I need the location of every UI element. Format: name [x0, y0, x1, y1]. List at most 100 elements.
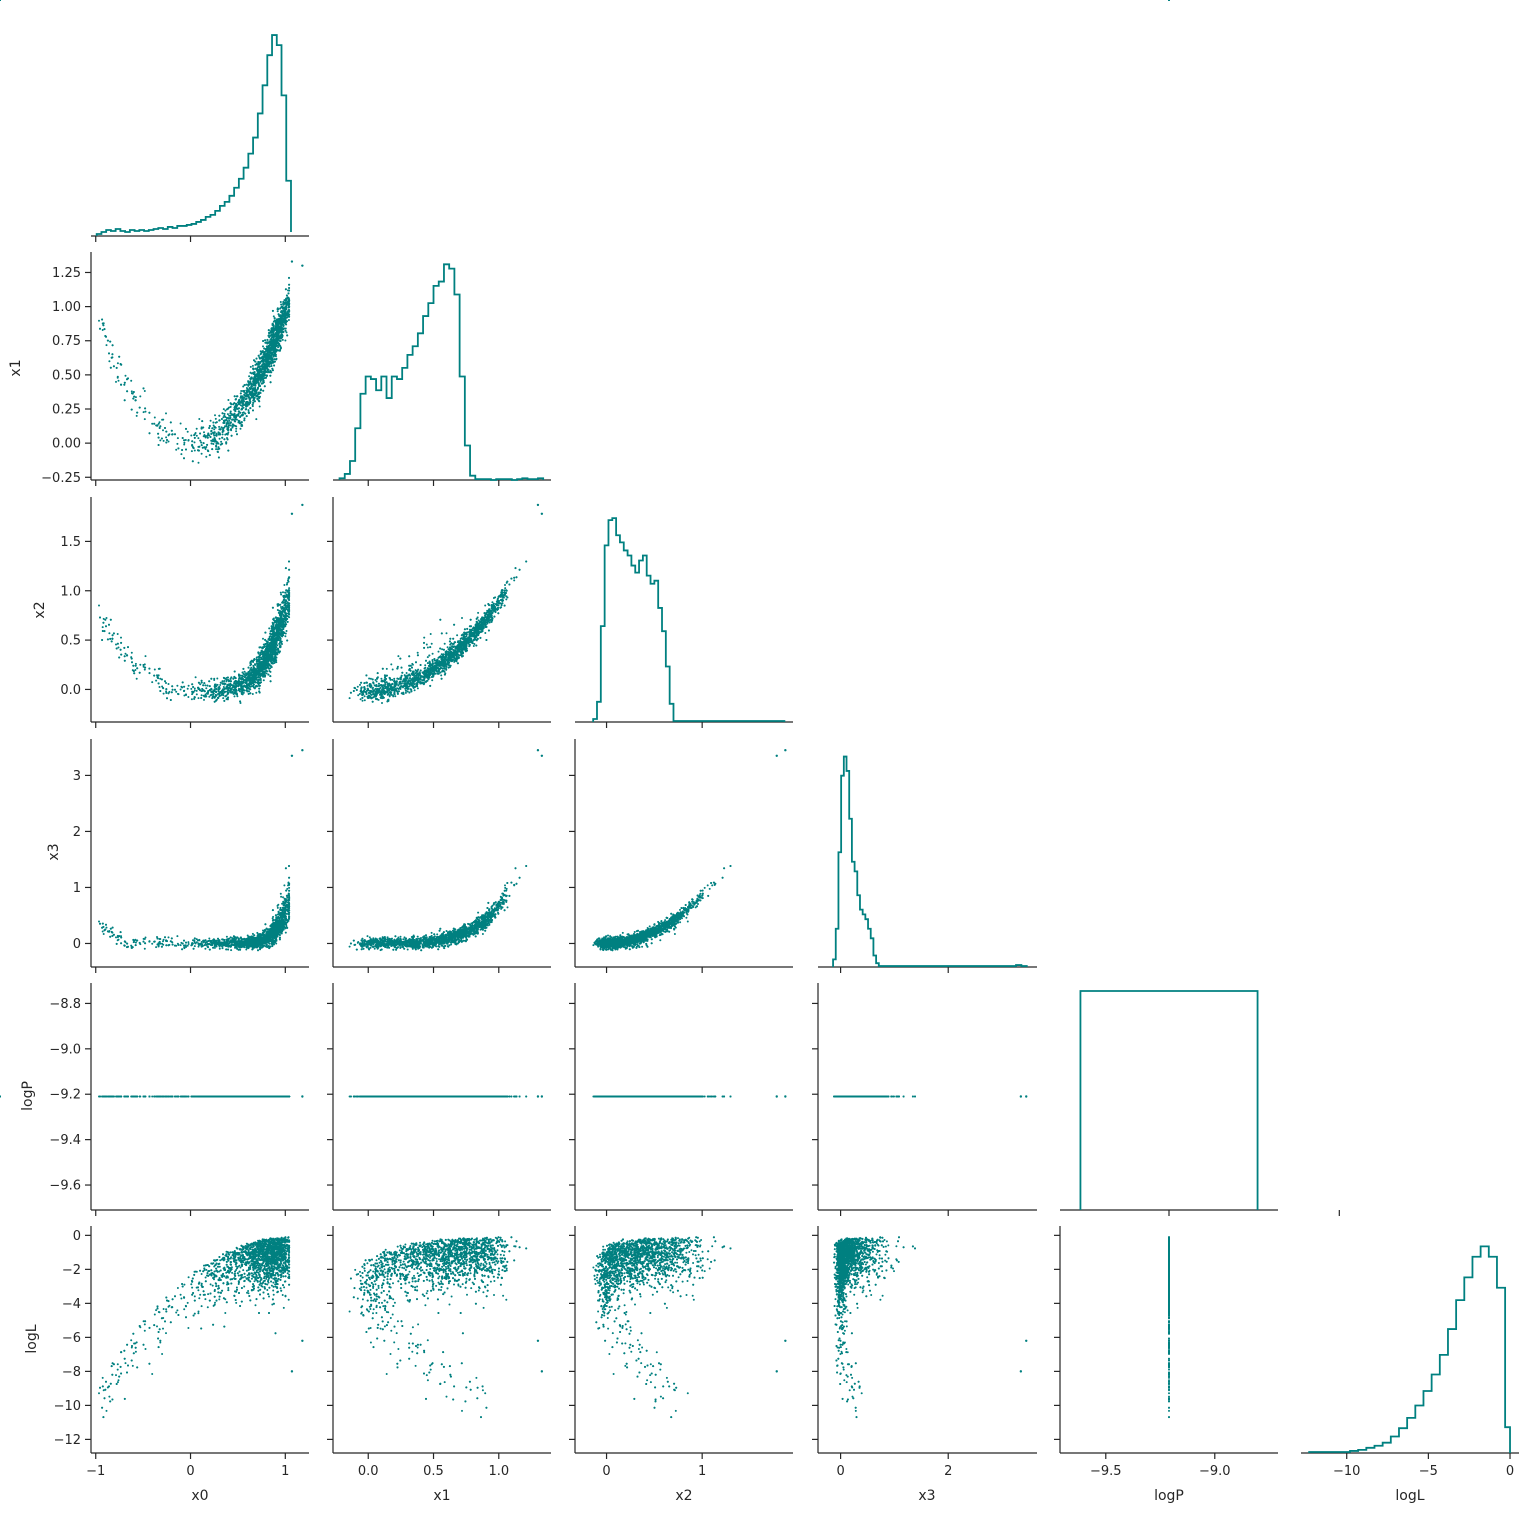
scatter-point: [282, 335, 284, 337]
scatter-point: [285, 318, 287, 320]
scatter-point: [252, 693, 254, 695]
scatter-point: [258, 400, 260, 402]
scatter-point: [265, 360, 267, 362]
scatter-point: [240, 409, 242, 411]
scatter-point: [220, 441, 222, 443]
scatter-point: [125, 653, 127, 655]
scatter-point: [227, 438, 229, 440]
scatter-point: [211, 427, 213, 429]
scatter-point: [200, 442, 202, 444]
scatter-point: [261, 383, 263, 385]
scatter-point: [168, 683, 170, 685]
scatter-point: [280, 304, 282, 306]
scatter-point: [117, 377, 119, 379]
scatter-point: [208, 696, 210, 698]
scatter-point: [187, 696, 189, 698]
scatter-point: [222, 697, 224, 699]
scatter-point: [236, 395, 238, 397]
scatter-point: [261, 351, 263, 353]
scatter-point: [133, 396, 135, 398]
scatter-point: [268, 329, 270, 331]
scatter-point: [109, 341, 111, 343]
scatter-point: [269, 375, 271, 377]
scatter-point: [274, 361, 276, 363]
scatter-point: [255, 418, 257, 420]
panel-x1-vs-x1: [333, 264, 551, 486]
scatter-point: [111, 357, 113, 359]
scatter-point: [183, 444, 185, 446]
scatter-point: [277, 320, 279, 322]
scatter-point: [270, 381, 272, 383]
scatter-point: [177, 447, 179, 449]
scatter-point: [175, 691, 177, 693]
scatter-point: [286, 316, 288, 318]
scatter-point: [230, 406, 232, 408]
scatter-point: [217, 443, 219, 445]
scatter-point: [130, 380, 132, 382]
scatter-point: [108, 360, 110, 362]
scatter-point: [243, 419, 245, 421]
scatter-point: [271, 368, 273, 370]
scatter-point: [268, 336, 270, 338]
scatter-point: [213, 678, 215, 680]
scatter-point: [269, 343, 271, 345]
scatter-point: [229, 412, 231, 414]
scatter-point: [256, 392, 258, 394]
scatter-point: [231, 427, 233, 429]
scatter-point: [199, 683, 201, 685]
scatter-point: [205, 436, 207, 438]
scatter-point: [266, 368, 268, 370]
scatter-point: [223, 438, 225, 440]
y-tick-label: 0.75: [52, 334, 81, 349]
scatter-point: [117, 633, 119, 635]
scatter-point: [159, 421, 161, 423]
y-tick-label: 1.5: [60, 535, 81, 550]
scatter-point: [223, 415, 225, 417]
scatter-point: [222, 431, 224, 433]
scatter-point: [270, 680, 272, 682]
scatter-point: [249, 398, 251, 400]
scatter-point: [250, 366, 252, 368]
scatter-point: [185, 428, 187, 430]
scatter-point: [228, 420, 230, 422]
scatter-point: [198, 462, 200, 464]
scatter-point: [139, 407, 141, 409]
scatter-point: [283, 325, 285, 327]
y-tick-label: 0.00: [52, 437, 81, 452]
scatter-point: [240, 392, 242, 394]
scatter-point: [209, 454, 211, 456]
scatter-point: [126, 390, 128, 392]
scatter-point: [102, 626, 104, 628]
scatter-point: [215, 445, 217, 447]
scatter-point: [267, 361, 269, 363]
scatter-point: [301, 264, 303, 266]
scatter-point: [284, 340, 286, 342]
scatter-point: [206, 444, 208, 446]
scatter-point: [282, 306, 284, 308]
scatter-point: [149, 432, 151, 434]
scatter-point: [131, 392, 133, 394]
scatter-point: [252, 404, 254, 406]
scatter-point: [99, 328, 101, 330]
scatter-point: [210, 430, 212, 432]
scatter-point: [271, 338, 273, 340]
scatter-point: [159, 425, 161, 427]
scatter-point: [249, 692, 251, 694]
scatter-point: [203, 695, 205, 697]
scatter-point: [248, 375, 250, 377]
scatter-point: [256, 398, 258, 400]
scatter-point: [259, 385, 261, 387]
scatter-point: [199, 440, 201, 442]
scatter-point: [218, 431, 220, 433]
scatter-point: [106, 617, 108, 619]
scatter-point: [263, 371, 265, 373]
scatter-point: [241, 424, 243, 426]
scatter-point: [259, 374, 261, 376]
scatter-point: [245, 396, 247, 398]
scatter-point: [277, 308, 279, 310]
scatter-point: [284, 635, 286, 637]
scatter-point: [275, 358, 277, 360]
scatter-point: [165, 442, 167, 444]
scatter-point: [279, 637, 281, 639]
